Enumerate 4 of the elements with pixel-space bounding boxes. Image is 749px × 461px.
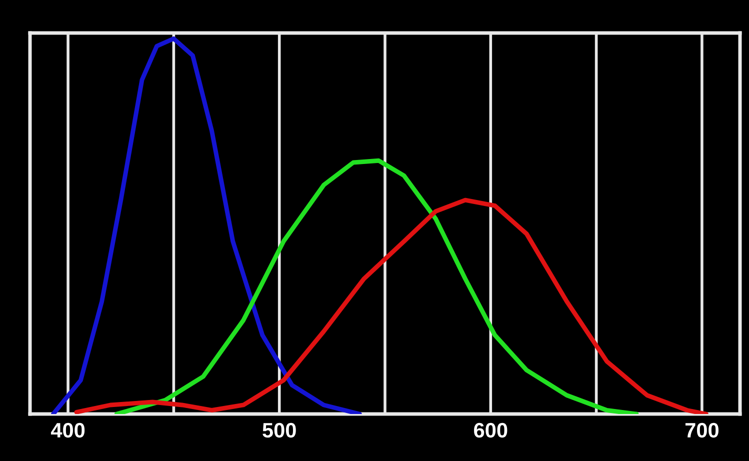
x-tick-label: 700 (685, 422, 718, 438)
x-tick-label: 500 (262, 422, 296, 438)
x-tick-label: 400 (50, 422, 85, 438)
x-tick-label: 600 (474, 422, 508, 438)
